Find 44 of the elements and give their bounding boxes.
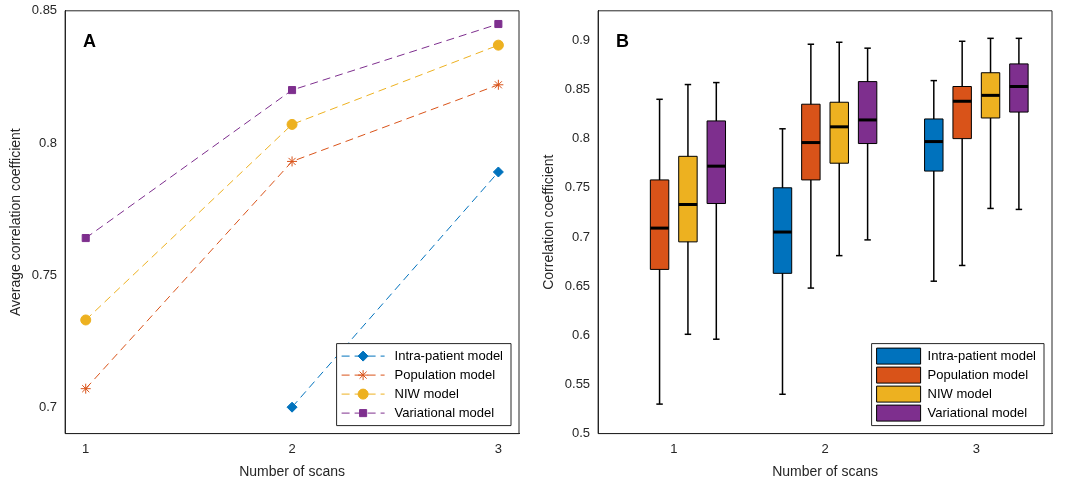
legend-label: Population model [927,366,1029,382]
y-tick-label: 0.7 [572,228,591,244]
y-axis-title: Correlation coefficient [540,154,557,290]
point [492,79,504,91]
y-tick-label: 0.6 [572,326,591,342]
x-tick-label: 1 [82,440,90,456]
y-tick-label: 0.8 [572,130,591,146]
y-tick-label: 0.85 [564,81,591,97]
legend-label: Intra-patient model [927,347,1037,363]
x-tick-label: 3 [494,440,502,456]
y-tick-label: 0.8 [39,134,58,150]
point [80,383,92,395]
legend-label: Variational model [927,404,1028,420]
point [494,19,503,29]
point [80,314,92,326]
legend-label: Variational model [394,404,495,420]
point [492,39,504,51]
x-axis-title: Number of scans [772,463,878,480]
point [81,234,90,243]
annotation: B [616,30,630,51]
x-tick-label: 3 [972,440,980,456]
x-tick-label: 2 [821,440,829,456]
y-axis-title: Average correlation coefficient [7,128,24,317]
x-tick-label: 2 [288,440,296,456]
y-tick-label: 0.55 [564,376,591,392]
x-axis-title: Number of scans [239,463,345,480]
y-tick-label: 0.85 [31,2,58,18]
point [492,166,504,178]
y-tick-label: 0.9 [572,31,591,47]
point [286,401,298,413]
annotation: A [83,30,97,51]
y-tick-label: 0.5 [572,425,591,441]
y-tick-label: 0.7 [39,398,58,414]
y-tick-label: 0.75 [31,266,58,282]
legend-label: NIW model [927,385,993,401]
legend-label: NIW model [394,385,460,401]
y-tick-label: 0.65 [564,277,591,293]
y-tick-label: 0.75 [564,179,591,195]
legend-label: Intra-patient model [394,347,504,363]
point [286,155,298,167]
point [288,86,297,95]
legend-label: Population model [394,366,496,382]
point [286,118,298,130]
x-tick-label: 1 [670,440,678,456]
